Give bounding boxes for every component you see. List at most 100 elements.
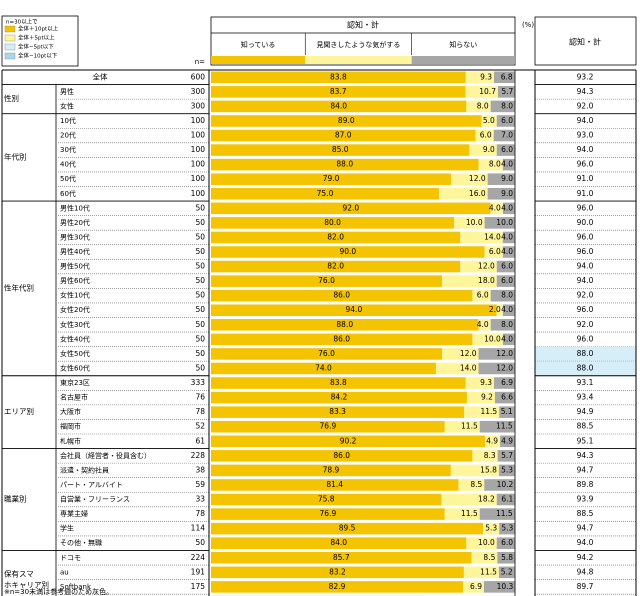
bar-segment <box>211 187 439 200</box>
total-highlight <box>535 361 636 376</box>
row-label: その他・無職 <box>60 538 102 547</box>
row-n: 38 <box>195 465 205 474</box>
col-unknown: 知らない <box>449 40 477 49</box>
group-label: 性別 <box>4 93 19 103</box>
bar-value: 11.5 <box>496 509 513 518</box>
bar-segment <box>500 435 515 448</box>
row-label: 50代 <box>60 174 76 183</box>
bar-value: 5.7 <box>501 451 513 460</box>
row-n: 300 <box>191 101 206 110</box>
footnote: ※n=30未満は参考値のため灰色。 <box>4 587 113 596</box>
bar-segment <box>499 406 515 418</box>
row-label: 男性30代 <box>60 232 90 241</box>
bar-value: 6.9 <box>470 582 482 591</box>
bar-segment <box>483 581 516 593</box>
row-n: 50 <box>195 291 205 300</box>
row-n: 50 <box>195 320 205 329</box>
bar-value: 8.3 <box>484 451 496 460</box>
bar-value: 94.0 <box>346 305 363 314</box>
bar-segment <box>478 362 515 375</box>
unit-label: (%) <box>522 21 534 29</box>
bar-segment <box>490 319 515 331</box>
bar-segment <box>211 260 461 273</box>
row-total: 93.1 <box>577 378 594 387</box>
bar-value: 4.0 <box>501 334 513 343</box>
bar-value: 12.0 <box>478 262 495 271</box>
bar-value: 8.5 <box>470 480 482 489</box>
bar-value: 8.5 <box>483 553 495 562</box>
bar-value: 18.0 <box>478 276 495 285</box>
bar-value: 76.0 <box>318 349 335 358</box>
bar-value: 76.9 <box>320 422 337 431</box>
row-label: 男性20代 <box>60 218 90 227</box>
bar-value: 4.0 <box>501 247 513 256</box>
bar-segment <box>458 479 485 491</box>
bar-segment <box>211 420 445 433</box>
bar-segment <box>211 493 442 506</box>
row-total: 94.9 <box>577 407 594 416</box>
row-label: 女性20代 <box>60 305 90 314</box>
bar-segment <box>496 304 503 317</box>
bar-value: 76.0 <box>318 276 335 285</box>
bar-value: 11.5 <box>480 407 497 416</box>
bar-value: 83.3 <box>329 407 346 416</box>
row-label: 男性40代 <box>60 247 90 256</box>
legend-title: n=30以上で <box>6 18 38 26</box>
row-label: 女性30代 <box>60 320 90 329</box>
bar-segment <box>475 129 494 142</box>
row-total: 94.2 <box>577 553 594 562</box>
col-seen: 見聞きしたような気がする <box>316 40 400 49</box>
bar-value: 5.3 <box>501 465 513 474</box>
row-total: 90.0 <box>577 218 594 227</box>
bar-value: 4.0 <box>477 320 489 329</box>
bar-value: 8.0 <box>489 160 501 169</box>
bar-value: 4.0 <box>501 160 513 169</box>
bar-segment <box>496 144 515 156</box>
row-label: 男性60代 <box>60 276 90 285</box>
row-n: 114 <box>191 524 206 533</box>
bar-value: 10.0 <box>484 334 501 343</box>
bar-segment <box>211 86 466 98</box>
bar-segment <box>211 246 485 258</box>
bar-segment <box>439 187 488 200</box>
bar-value: 6.0 <box>489 247 501 256</box>
row-total: 89.7 <box>577 582 594 591</box>
bar-segment <box>463 581 484 593</box>
bar-value: 7.0 <box>501 131 513 140</box>
row-total: 92.0 <box>577 291 594 300</box>
row-total: 94.0 <box>577 276 594 285</box>
bar-value: 84.0 <box>330 101 347 110</box>
row-total: 96.0 <box>577 247 594 256</box>
row-total: 92.0 <box>577 320 594 329</box>
bar-segment <box>472 450 498 462</box>
row-label: 自営業・フリーランス <box>60 495 130 504</box>
bar-value: 5.3 <box>485 524 497 533</box>
row-n: 100 <box>191 116 206 125</box>
bar-segment <box>211 464 451 477</box>
bar-value: 84.0 <box>330 538 347 547</box>
bar-value: 12.0 <box>496 363 513 372</box>
bar-segment <box>496 115 515 127</box>
bar-segment <box>472 289 491 302</box>
row-n: 50 <box>195 538 205 547</box>
bar-value: 12.0 <box>469 174 486 183</box>
bar-segment <box>211 581 464 593</box>
bar-segment <box>442 275 497 287</box>
bar-segment <box>460 260 497 273</box>
bar-segment <box>444 508 480 520</box>
bar-value: 79.0 <box>323 174 340 183</box>
row-n: 100 <box>191 174 206 183</box>
bar-segment <box>211 377 466 389</box>
bar-value: 5.0 <box>483 116 495 125</box>
row-total: 95.1 <box>577 436 594 445</box>
row-label: 専業主婦 <box>60 509 88 518</box>
bar-segment <box>211 348 443 360</box>
bar-value: 83.8 <box>330 72 347 81</box>
bar-segment <box>435 362 479 375</box>
bar-segment <box>490 100 515 113</box>
n-label: n= <box>195 58 205 66</box>
row-label: 男性50代 <box>60 262 90 271</box>
bar-value: 10.0 <box>496 218 513 227</box>
bar-value: 8.0 <box>477 101 489 110</box>
row-n: 224 <box>191 553 206 562</box>
